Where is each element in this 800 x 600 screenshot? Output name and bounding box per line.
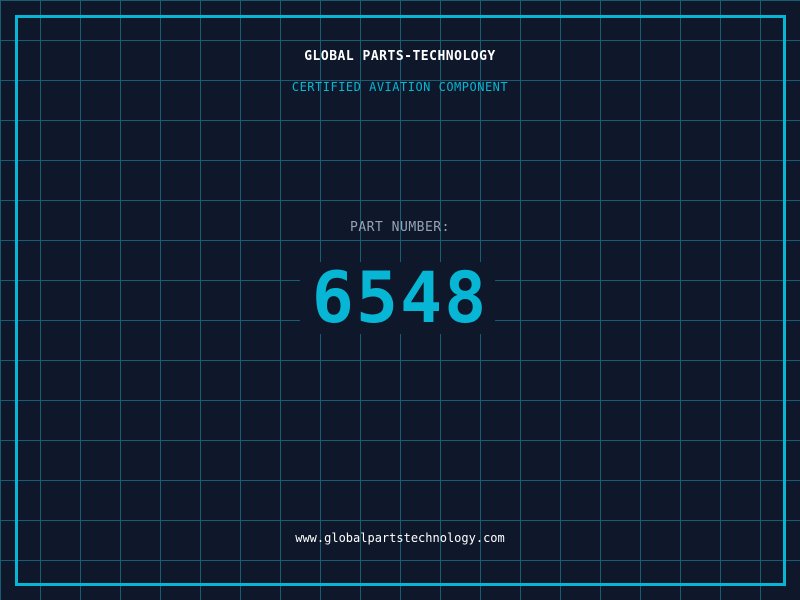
company-subtitle: CERTIFIED AVIATION COMPONENT — [291, 80, 509, 94]
part-number-backdrop — [300, 262, 495, 334]
company-title: GLOBAL PARTS-TECHNOLOGY — [304, 49, 496, 64]
part-number-label: PART NUMBER: — [350, 220, 450, 235]
website-link[interactable]: www.globalpartstechnology.com — [295, 531, 505, 545]
border-frame — [15, 15, 786, 586]
part-number-value: 6548 — [311, 257, 489, 339]
